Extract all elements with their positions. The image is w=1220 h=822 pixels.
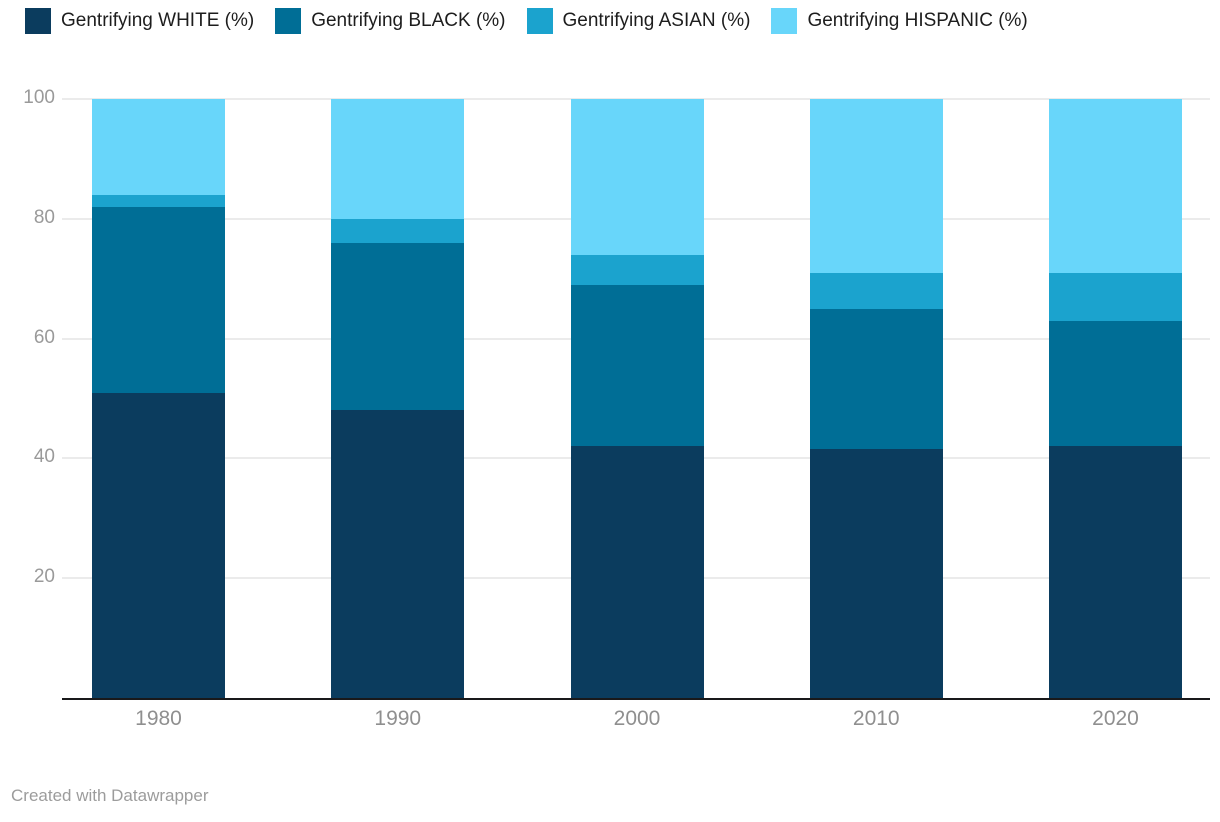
legend-item-3: Gentrifying ASIAN (%)	[526, 8, 751, 34]
y-tick-label: 40	[33, 446, 55, 468]
bar-segment	[1049, 99, 1182, 273]
legend-swatch-icon	[25, 8, 51, 34]
y-tick-label: 80	[33, 206, 55, 228]
y-tick-label: 60	[33, 326, 55, 348]
bar-segment	[331, 99, 465, 219]
bar-segment	[331, 218, 465, 243]
x-axis-baseline	[62, 698, 1210, 700]
legend-label: Gentrifying WHITE (%)	[61, 10, 255, 31]
bar-segment	[331, 410, 465, 698]
legend-label: Gentrifying BLACK (%)	[311, 10, 506, 31]
gridline-100	[62, 98, 1210, 100]
legend-item-1: Gentrifying WHITE (%)	[25, 8, 254, 34]
bar-segment	[570, 99, 704, 255]
bar-2020	[1049, 0, 1182, 698]
legend-item-4: Gentrifying HISPANIC (%)	[771, 8, 1028, 34]
bar-1990	[331, 0, 465, 698]
legend-label: Gentrifying ASIAN (%)	[562, 10, 751, 31]
x-tick-label: 1990	[374, 707, 422, 730]
x-tick-label: 2020	[1092, 707, 1139, 730]
bar-segment	[1049, 446, 1182, 698]
legend-label: Gentrifying HISPANIC (%)	[807, 10, 1028, 31]
legend-item-2: Gentrifying BLACK (%)	[275, 8, 506, 34]
bar-segment	[570, 446, 704, 698]
bar-segment	[809, 308, 943, 450]
datawrapper-credit-link[interactable]: Created with Datawrapper	[11, 786, 209, 805]
bar-segment	[1049, 320, 1182, 447]
bar-segment	[92, 206, 225, 393]
bar-segment	[92, 194, 225, 207]
x-tick-label: 2000	[613, 707, 661, 730]
x-tick-label: 1980	[135, 707, 182, 730]
x-tick-label: 2010	[852, 707, 900, 730]
y-tick-label: 20	[33, 566, 55, 588]
legend-swatch-icon	[771, 8, 798, 34]
y-tick-label: 100	[23, 87, 55, 108]
bar-segment	[331, 242, 465, 411]
bar-segment	[809, 449, 943, 698]
legend: Gentrifying WHITE (%) Gentrifying BLACK (…	[25, 8, 1028, 34]
legend-swatch-icon	[275, 8, 302, 34]
bar-segment	[92, 99, 225, 195]
bar-1980	[92, 0, 225, 698]
bar-2000	[570, 0, 704, 698]
bar-segment	[570, 254, 704, 285]
bar-2010	[809, 0, 943, 698]
bar-segment	[92, 392, 225, 698]
legend-swatch-icon	[526, 8, 553, 34]
bar-segment	[809, 99, 943, 273]
bar-segment	[570, 284, 704, 447]
bar-segment	[1049, 272, 1182, 321]
bar-segment	[809, 272, 943, 309]
